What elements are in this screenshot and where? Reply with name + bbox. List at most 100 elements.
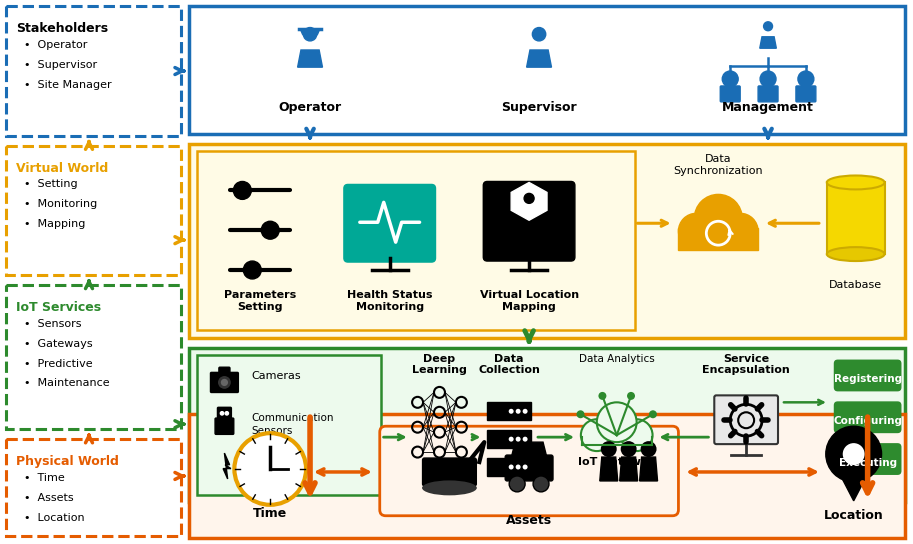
Polygon shape bbox=[511, 442, 547, 458]
Circle shape bbox=[621, 419, 653, 451]
Circle shape bbox=[261, 221, 279, 239]
Circle shape bbox=[722, 71, 739, 87]
Circle shape bbox=[649, 410, 657, 418]
Circle shape bbox=[798, 71, 813, 87]
Text: Data: Data bbox=[495, 354, 524, 363]
Text: Data Analytics: Data Analytics bbox=[579, 354, 655, 363]
FancyBboxPatch shape bbox=[344, 184, 436, 262]
Circle shape bbox=[598, 392, 606, 400]
Bar bbox=[189, 348, 906, 502]
FancyBboxPatch shape bbox=[834, 443, 901, 475]
Text: IoT Gateway: IoT Gateway bbox=[578, 457, 656, 467]
Circle shape bbox=[761, 71, 776, 87]
Text: Parameters: Parameters bbox=[224, 290, 297, 300]
Text: Setting: Setting bbox=[237, 302, 283, 312]
Circle shape bbox=[524, 194, 534, 203]
FancyBboxPatch shape bbox=[215, 418, 234, 434]
Text: •  Location: • Location bbox=[25, 513, 85, 523]
FancyBboxPatch shape bbox=[219, 367, 230, 375]
Circle shape bbox=[509, 465, 514, 469]
Text: Stakeholders: Stakeholders bbox=[16, 22, 109, 35]
Bar bbox=[6, 439, 181, 536]
Bar bbox=[827, 182, 885, 254]
Circle shape bbox=[244, 261, 261, 279]
Ellipse shape bbox=[422, 480, 477, 496]
FancyBboxPatch shape bbox=[488, 458, 531, 476]
Circle shape bbox=[509, 409, 514, 414]
Text: Mapping: Mapping bbox=[502, 302, 556, 312]
Bar bbox=[189, 415, 906, 537]
Circle shape bbox=[516, 409, 520, 414]
Circle shape bbox=[225, 411, 229, 416]
Circle shape bbox=[627, 392, 635, 400]
Bar bbox=[189, 144, 906, 338]
Text: Health Status: Health Status bbox=[347, 290, 433, 300]
Bar bbox=[582, 429, 652, 445]
Circle shape bbox=[509, 437, 514, 442]
Circle shape bbox=[763, 22, 772, 30]
Ellipse shape bbox=[827, 247, 885, 261]
Text: Database: Database bbox=[829, 280, 882, 290]
Circle shape bbox=[221, 379, 228, 386]
Circle shape bbox=[522, 437, 528, 442]
Circle shape bbox=[532, 28, 546, 41]
Text: •  Sensors: • Sensors bbox=[25, 319, 82, 329]
FancyBboxPatch shape bbox=[488, 430, 531, 448]
Circle shape bbox=[722, 213, 758, 249]
Polygon shape bbox=[527, 50, 551, 67]
Circle shape bbox=[303, 28, 317, 41]
FancyBboxPatch shape bbox=[211, 373, 238, 392]
Bar bbox=[678, 228, 758, 250]
FancyBboxPatch shape bbox=[714, 395, 778, 444]
Text: •  Time: • Time bbox=[25, 473, 65, 483]
FancyBboxPatch shape bbox=[758, 86, 778, 102]
Polygon shape bbox=[223, 453, 231, 479]
Circle shape bbox=[516, 437, 520, 442]
Text: Learning: Learning bbox=[412, 366, 467, 375]
Circle shape bbox=[234, 182, 251, 199]
Polygon shape bbox=[298, 50, 322, 67]
Text: Service: Service bbox=[723, 354, 770, 363]
Circle shape bbox=[843, 443, 865, 465]
Text: Data: Data bbox=[705, 153, 731, 164]
Text: Collection: Collection bbox=[478, 366, 540, 375]
FancyBboxPatch shape bbox=[834, 401, 901, 433]
Text: IoT Services: IoT Services bbox=[16, 301, 101, 314]
Polygon shape bbox=[640, 457, 657, 481]
Text: Registering: Registering bbox=[834, 374, 902, 385]
Bar bbox=[196, 151, 635, 330]
Circle shape bbox=[597, 403, 636, 442]
Text: Operator: Operator bbox=[278, 101, 341, 114]
Text: •  Assets: • Assets bbox=[25, 493, 74, 503]
Circle shape bbox=[235, 433, 306, 505]
Text: Supervisor: Supervisor bbox=[501, 101, 577, 114]
Text: Power: Power bbox=[251, 461, 285, 471]
Wedge shape bbox=[301, 29, 320, 38]
Text: •  Monitoring: • Monitoring bbox=[25, 199, 98, 209]
Circle shape bbox=[581, 419, 613, 451]
Text: Executing: Executing bbox=[838, 458, 897, 468]
Polygon shape bbox=[840, 474, 867, 501]
Text: Configuring: Configuring bbox=[834, 416, 902, 426]
Circle shape bbox=[509, 476, 525, 492]
FancyBboxPatch shape bbox=[720, 86, 740, 102]
Text: •  Mapping: • Mapping bbox=[25, 219, 86, 229]
Text: Location: Location bbox=[824, 509, 884, 522]
Circle shape bbox=[576, 410, 584, 418]
Text: •  Supervisor: • Supervisor bbox=[25, 60, 98, 70]
Text: Management: Management bbox=[722, 101, 814, 114]
Circle shape bbox=[678, 213, 714, 249]
FancyBboxPatch shape bbox=[423, 458, 477, 486]
FancyBboxPatch shape bbox=[505, 455, 553, 481]
Bar bbox=[6, 7, 181, 135]
Text: Physical World: Physical World bbox=[16, 455, 120, 468]
Circle shape bbox=[522, 409, 528, 414]
FancyBboxPatch shape bbox=[796, 86, 816, 102]
Text: •  Setting: • Setting bbox=[25, 180, 78, 189]
Text: •  Site Manager: • Site Manager bbox=[25, 80, 112, 90]
Circle shape bbox=[522, 465, 528, 469]
Ellipse shape bbox=[827, 176, 885, 189]
Text: Assets: Assets bbox=[506, 514, 552, 527]
Circle shape bbox=[695, 194, 742, 242]
Text: Virtual Location: Virtual Location bbox=[479, 290, 579, 300]
